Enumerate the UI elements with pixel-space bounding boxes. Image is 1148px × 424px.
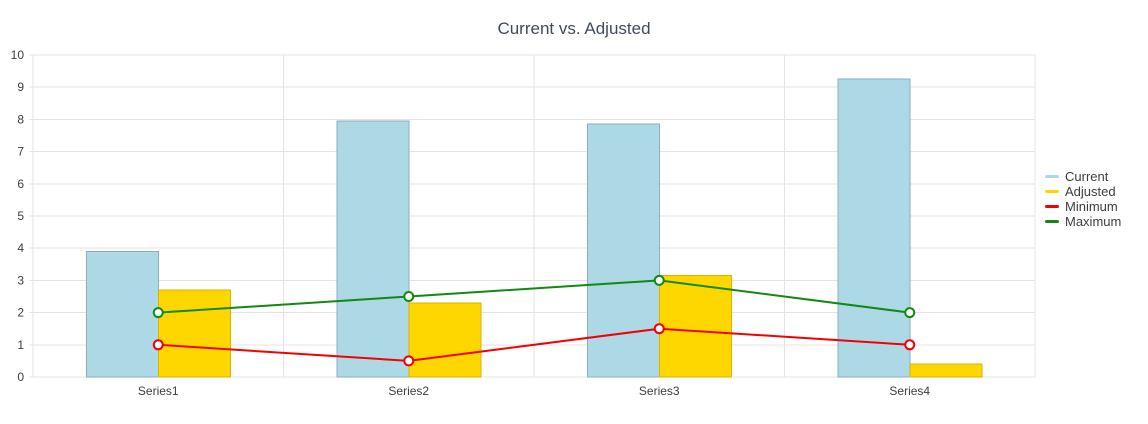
bar-current-series4 [837,78,911,378]
bar-current-series2 [336,120,410,378]
x-category-label-series3: Series3 [639,384,680,398]
y-tick-label: 8 [17,112,24,126]
legend-item-current: Current [1045,169,1121,184]
y-tick-label: 7 [17,145,24,159]
chart-legend: Current Adjusted Minimum Maximum [1045,169,1121,229]
x-category-label-series4: Series4 [889,384,930,398]
y-tick-label: 4 [17,241,24,255]
marker-minimum-series1 [152,339,164,351]
y-tick-label: 9 [17,80,24,94]
legend-item-minimum: Minimum [1045,199,1121,214]
y-tick-label: 2 [17,306,24,320]
x-category-label-series2: Series2 [388,384,429,398]
legend-label-minimum: Minimum [1065,199,1118,214]
marker-maximum-series4 [904,307,916,319]
marker-maximum-series3 [653,274,665,286]
chart-title: Current vs. Adjusted [497,19,651,38]
legend-label-maximum: Maximum [1065,214,1122,229]
y-tick-label: 6 [17,177,24,191]
line-minimum [157,327,911,362]
y-tick-label: 1 [17,338,24,352]
marker-maximum-series1 [152,307,164,319]
bar-current-series1 [85,250,159,378]
bar-adjusted-series1 [157,289,231,378]
legend-swatch-current [1045,175,1059,178]
legend-swatch-adjusted [1045,190,1059,193]
bar-adjusted-series2 [408,302,482,378]
marker-minimum-series4 [904,339,916,351]
legend-swatch-maximum [1045,220,1059,223]
bar-adjusted-series4 [909,363,983,378]
y-tick-label: 10 [11,48,25,62]
legend-label-adjusted: Adjusted [1065,184,1116,199]
legend-item-maximum: Maximum [1045,214,1121,229]
marker-minimum-series2 [403,355,415,367]
bar-adjusted-series3 [658,275,732,378]
y-tick-label: 5 [17,209,24,223]
x-category-label-series1: Series1 [138,384,179,398]
marker-maximum-series2 [403,291,415,302]
marker-minimum-series3 [653,323,665,335]
legend-swatch-minimum [1045,205,1059,208]
y-tick-label: 0 [17,370,24,384]
bar-current-series3 [586,123,660,378]
legend-item-adjusted: Adjusted [1045,184,1121,199]
line-maximum [157,279,911,314]
y-tick-label: 3 [17,273,24,287]
legend-label-current: Current [1065,169,1109,184]
